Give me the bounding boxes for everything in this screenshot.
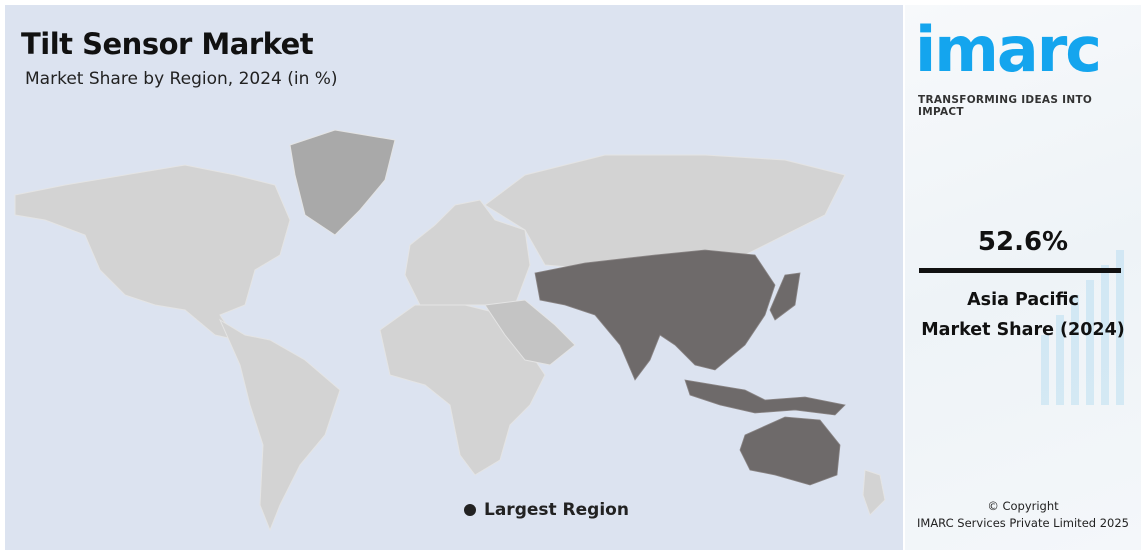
region-north-america [14,164,291,341]
region-southeast-asia [684,379,846,416]
map-panel: Tilt Sensor Market Market Share by Regio… [5,5,903,550]
copyright-label: © Copyright [987,499,1059,513]
page-title: Tilt Sensor Market [21,27,314,61]
logo-tagline: TRANSFORMING IDEAS INTO IMPACT [918,94,1093,118]
page-subtitle: Market Share by Region, 2024 (in %) [25,69,338,89]
sidebar: imarc TRANSFORMING IDEAS INTO IMPACT 52.… [905,5,1141,550]
imarc-logo: imarc [915,13,1102,86]
company-name: IMARC Services Private Limited 2025 [917,516,1129,530]
share-label: Market Share (2024) [921,320,1125,340]
background-bars-decoration [1041,250,1124,405]
region-china-india [534,249,776,381]
region-australia [739,416,841,486]
region-latin-america [218,318,341,532]
region-middle-east [484,299,576,366]
share-caption: Asia Pacific Market Share (2024) [905,285,1141,345]
region-label: Asia Pacific [967,290,1079,310]
region-russia [484,154,846,271]
legend-dot-icon [464,504,476,516]
legend: Largest Region [464,500,629,520]
region-greenland [289,129,396,236]
region-new-zealand [862,469,886,516]
world-map [14,129,886,532]
region-africa [379,304,546,476]
region-japan [769,272,801,321]
copyright: © Copyright IMARC Services Private Limit… [905,498,1141,532]
legend-label: Largest Region [484,500,629,520]
divider [919,268,1121,273]
region-asia-pacific [534,249,846,486]
share-value: 52.6% [977,227,1069,257]
